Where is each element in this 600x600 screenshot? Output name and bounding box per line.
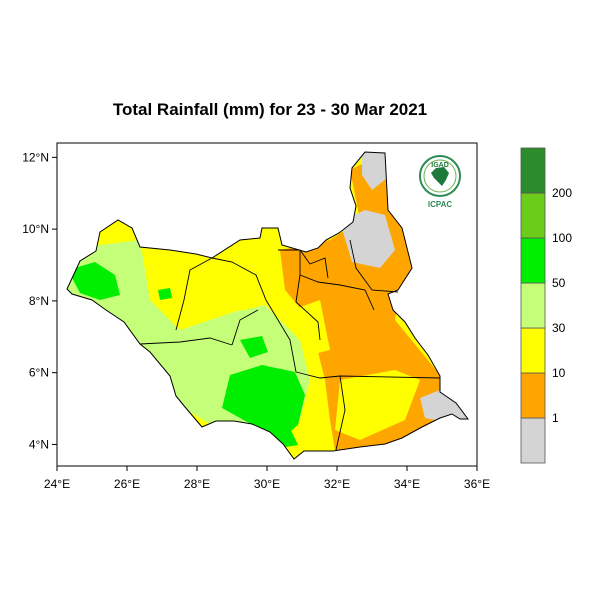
y-tick-label: 4°N bbox=[29, 437, 49, 451]
x-tick-label: 36°E bbox=[464, 477, 490, 491]
legend-color-box bbox=[520, 327, 546, 374]
x-tick-label: 34°E bbox=[394, 477, 420, 491]
legend-color-box bbox=[520, 282, 546, 329]
africa-icon bbox=[431, 167, 449, 186]
x-tick-label: 30°E bbox=[254, 477, 280, 491]
y-axis: 4°N 6°N 8°N 10°N 12°N bbox=[22, 150, 57, 451]
x-tick-label: 24°E bbox=[44, 477, 70, 491]
legend: 1 10 30 50 100 200 bbox=[520, 147, 572, 464]
legend-color-box bbox=[520, 372, 546, 419]
logo-bottom-text: ICPAC bbox=[428, 200, 453, 209]
y-tick-label: 12°N bbox=[22, 150, 49, 164]
legend-label: 200 bbox=[552, 186, 572, 200]
rainfall-fill bbox=[67, 152, 468, 459]
legend-label: 100 bbox=[552, 231, 572, 245]
x-axis: 24°E 26°E 28°E 30°E 32°E 34°E 36°E bbox=[44, 466, 490, 491]
map-title: Total Rainfall (mm) for 23 - 30 Mar 2021 bbox=[112, 100, 428, 119]
legend-label: 10 bbox=[552, 366, 566, 380]
x-tick-label: 32°E bbox=[324, 477, 350, 491]
y-tick-label: 10°N bbox=[22, 222, 49, 236]
x-tick-label: 26°E bbox=[114, 477, 140, 491]
legend-color-box bbox=[520, 417, 546, 464]
legend-color-box bbox=[520, 237, 546, 284]
legend-label: 1 bbox=[552, 411, 559, 425]
igad-logo: IGAD ICPAC bbox=[419, 155, 461, 209]
logo-top-text: IGAD bbox=[431, 162, 449, 169]
legend-label: 50 bbox=[552, 276, 566, 290]
legend-color-box bbox=[520, 147, 546, 194]
y-tick-label: 6°N bbox=[29, 366, 49, 380]
state-borders bbox=[139, 239, 441, 451]
legend-label: 30 bbox=[552, 321, 566, 335]
legend-color-box bbox=[520, 192, 546, 239]
y-tick-label: 8°N bbox=[29, 294, 49, 308]
x-tick-label: 28°E bbox=[184, 477, 210, 491]
